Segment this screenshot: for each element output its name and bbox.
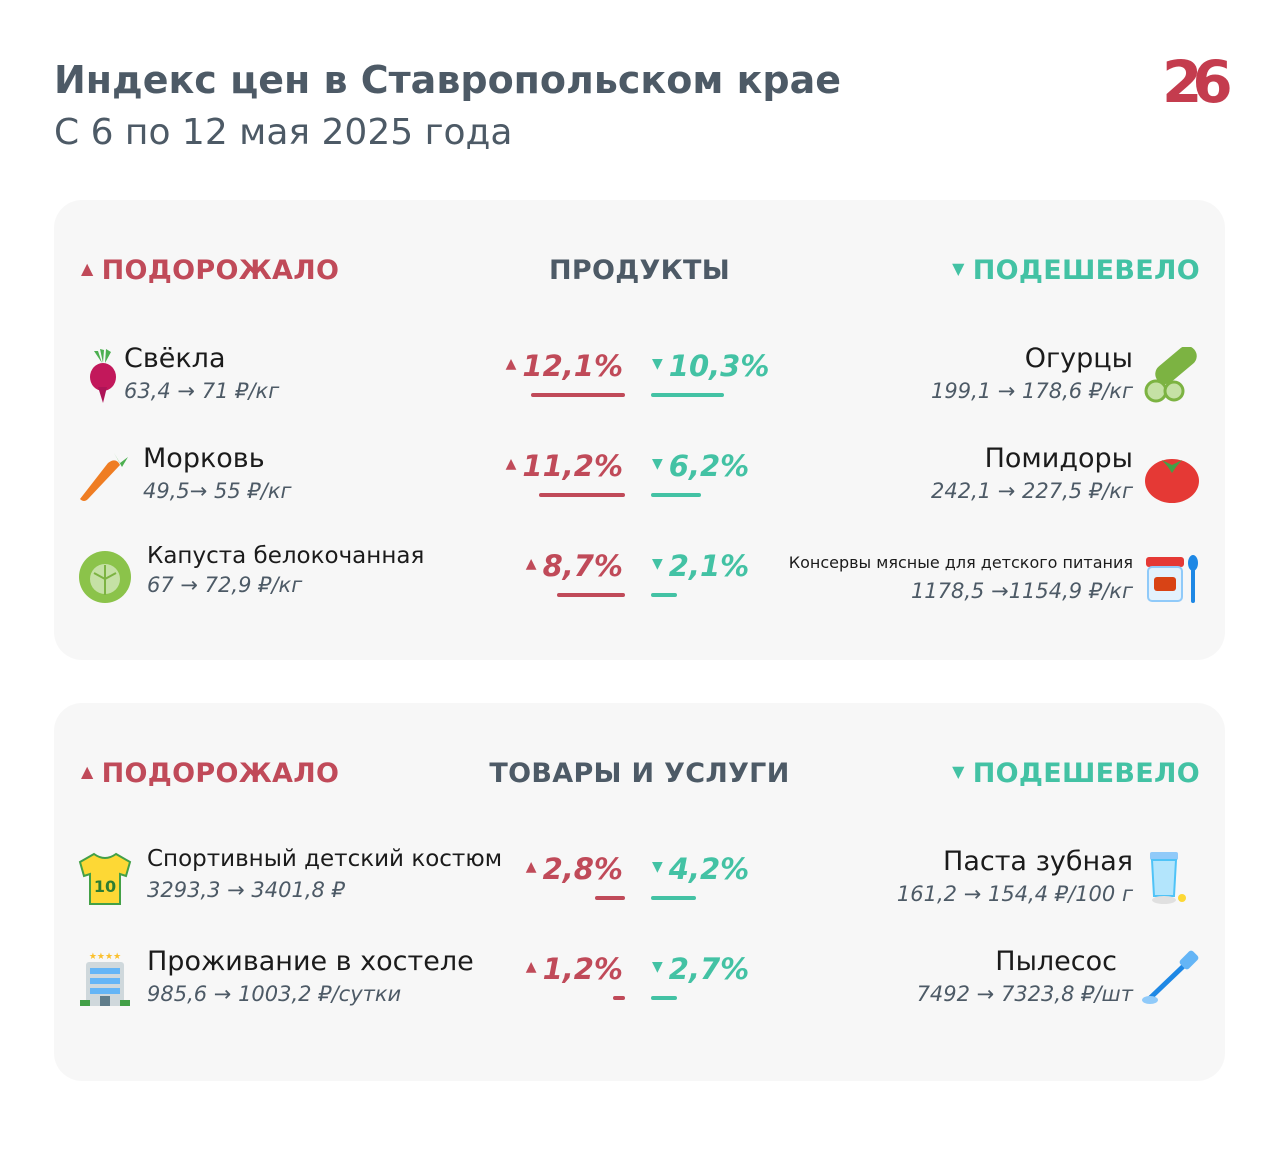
logo: 26 [1162,48,1234,114]
page-title: Индекс цен в Ставропольском крае [54,58,842,102]
price-row: ★★★★ Проживание в хостеле 985,6 → 1003,2… [54,946,1225,1026]
percent-bar-down [651,996,677,1000]
cucumber-icon [1144,347,1197,403]
triangle-down-icon: ▼ [652,556,663,572]
price-down-header: ▼ ПОДЕШЕВЕЛО [952,758,1200,789]
triangle-up-icon: ▲ [525,859,537,875]
beet-icon [90,349,116,403]
item-name-down: Паста зубная [943,846,1133,877]
price-row: Капуста белокочанная 67 → 72,9 ₽/кг ▲ 8,7… [54,543,1225,623]
item-price-down: 1178,5 →1154,9 ₽/кг [910,579,1133,603]
percent-up: ▲ 2,8% [525,852,623,886]
hotel-icon: ★★★★ [80,952,130,1006]
vacuum-icon [1142,950,1199,1004]
item-price-down: 7492 → 7323,8 ₽/шт [916,982,1133,1006]
percent-up: ▲ 1,2% [525,952,623,986]
item-name-up: Морковь [143,443,265,474]
panel-title: ПРОДУКТЫ [548,255,731,286]
triangle-up-icon: ▲ [505,356,517,372]
jersey-icon: 10 [78,852,132,905]
price-down-header: ▼ ПОДЕШЕВЕЛО [952,255,1200,286]
item-name-up: Свёкла [124,343,226,374]
toothpaste-icon [1150,852,1186,904]
item-name-up: Проживание в хостеле [147,946,474,977]
price-up-header: ▲ ПОДОРОЖАЛО [81,758,340,789]
triangle-up-icon: ▲ [525,959,537,975]
panel-title: ТОВАРЫ И УСЛУГИ [489,758,790,789]
svg-text:26: 26 [1162,48,1230,114]
percent-bar-down [651,493,701,497]
item-name-up: Спортивный детский костюм [147,846,503,872]
percent-up: ▲ 11,2% [505,449,623,483]
triangle-up-icon: ▲ [81,762,94,781]
percent-down: ▼ 6,2% [652,449,750,483]
percent-bar-up [613,996,625,1000]
tomato-icon [1145,459,1199,503]
price-up-header: ▲ ПОДОРОЖАЛО [81,255,340,286]
item-price-up: 67 → 72,9 ₽/кг [147,573,303,597]
percent-up: ▲ 8,7% [525,549,623,583]
triangle-down-icon: ▼ [652,456,663,472]
triangle-down-icon: ▼ [952,762,965,781]
triangle-up-icon: ▲ [81,259,94,278]
item-price-down: 161,2 → 154,4 ₽/100 г [896,882,1133,906]
carrot-icon [80,453,128,501]
item-price-up: 63,4 → 71 ₽/кг [124,379,280,403]
percent-down: ▼ 2,7% [652,952,750,986]
triangle-down-icon: ▼ [652,959,663,975]
item-name-down: Огурцы [1024,343,1133,374]
item-name-down: Помидоры [984,443,1133,474]
percent-bar-up [557,593,625,597]
percent-bar-up [539,493,625,497]
percent-bar-up [595,896,625,900]
triangle-down-icon: ▼ [952,259,965,278]
item-price-up: 985,6 → 1003,2 ₽/сутки [147,982,402,1006]
item-name-down: Пылесос [995,946,1117,977]
item-price-down: 242,1 → 227,5 ₽/кг [930,479,1133,503]
page-subtitle: С 6 по 12 мая 2025 года [54,112,513,153]
item-price-up: 3293,3 → 3401,8 ₽ [147,878,345,902]
item-price-down: 199,1 → 178,6 ₽/кг [930,379,1133,403]
item-name-down: Консервы мясные для детского питания [788,553,1133,572]
percent-bar-down [651,896,696,900]
percent-down: ▼ 2,1% [652,549,750,583]
item-name-up: Капуста белокочанная [147,543,425,569]
svg-text:10: 10 [94,877,116,896]
percent-bar-down [651,393,724,397]
triangle-up-icon: ▲ [525,556,537,572]
percent-down: ▼ 4,2% [652,852,750,886]
item-price-up: 49,5→ 55 ₽/кг [143,479,292,503]
triangle-up-icon: ▲ [505,456,517,472]
products-panel: ПРОДУКТЫ ▲ ПОДОРОЖАЛО ▼ ПОДЕШЕВЕЛО Свёкла … [54,200,1225,660]
cabbage-icon [79,551,131,603]
triangle-down-icon: ▼ [652,859,663,875]
baby-food-jar-icon [1146,555,1198,603]
percent-bar-up [531,393,625,397]
percent-down: ▼ 10,3% [652,349,770,383]
price-row: Морковь 49,5→ 55 ₽/кг ▲ 11,2% ▼ 6,2% Помид… [54,443,1225,523]
goods-services-panel: ТОВАРЫ И УСЛУГИ ▲ ПОДОРОЖАЛО ▼ ПОДЕШЕВЕЛО … [54,703,1225,1081]
price-row: Свёкла 63,4 → 71 ₽/кг ▲ 12,1% ▼ 10,3% Огур… [54,343,1225,423]
triangle-down-icon: ▼ [652,356,663,372]
svg-text:★★★★: ★★★★ [89,952,121,962]
percent-up: ▲ 12,1% [505,349,623,383]
percent-bar-down [651,593,677,597]
price-row: 10 Спортивный детский костюм 3293,3 → 34… [54,846,1225,926]
